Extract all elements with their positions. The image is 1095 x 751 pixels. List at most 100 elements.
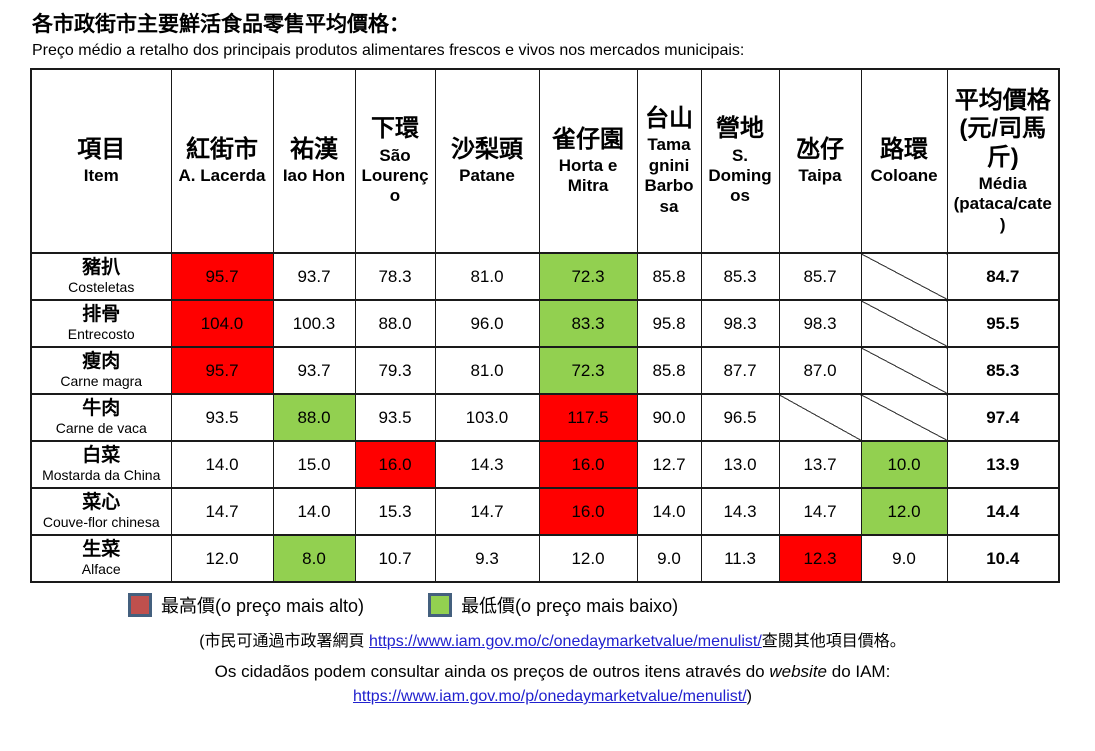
footnotes: (市民可通過市政署網頁 https://www.iam.gov.mo/c/one… (30, 627, 1075, 706)
table-row-carne-magra: 瘦肉 Carne magra 95.7 93.7 79.3 81.0 72.3 85.8 87.… (30, 346, 1060, 396)
lowest-price-swatch-icon (428, 593, 453, 618)
no-data-cell-taipa (778, 393, 862, 443)
page-title-zh: 各市政街市主要鮮活食品零售平均價格： (32, 13, 410, 36)
no-data-cell-coloane (860, 299, 948, 349)
price-cell-patane: 81.0 (434, 346, 540, 396)
price-cell-tamagnini-barbosa: 85.8 (636, 346, 702, 396)
table-row-entrecosto: 排骨 Entrecosto 104.0 100.3 88.0 96.0 83.3 95.8 98… (30, 299, 1060, 349)
legend: 最高價(o preço mais alto) 最低價(o preço mais … (128, 592, 1095, 618)
price-cell-s-domingos: 87.7 (700, 346, 780, 396)
item-cell-costeletas: 豬扒 Costeletas (30, 252, 172, 302)
price-cell-tamagnini-barbosa: 12.7 (636, 440, 702, 490)
table-body: 豬扒 Costeletas 95.7 93.7 78.3 81.0 72.3 85.8 85.3… (30, 252, 1060, 584)
price-cell-a-lacerda: 14.0 (170, 440, 274, 490)
iam-menulist-link-zh[interactable]: https://www.iam.gov.mo/c/onedaymarketval… (369, 633, 762, 651)
price-cell-patane: 14.7 (434, 487, 540, 537)
table-row-alface: 生菜 Alface 12.0 8.0 10.7 9.3 12.0 9.0 11.3 12.3 9.0… (30, 534, 1060, 584)
price-cell-s-o-louren-o: 78.3 (354, 252, 436, 302)
price-cell-iao-hon: 88.0 (272, 393, 356, 443)
price-cell-iao-hon: 93.7 (272, 346, 356, 396)
price-cell-tamagnini-barbosa: 85.8 (636, 252, 702, 302)
no-data-cell-coloane (860, 393, 948, 443)
footnote-pt-website-word: website (769, 662, 828, 682)
market-price-table: 項目 Item 紅街市 A. Lacerda 祐漢 Iao Hon 下環 São Louren… (30, 68, 1060, 584)
footnote-pt-before: Os cidadãos podem consultar ainda os pre… (214, 662, 770, 682)
price-cell-taipa: 85.7 (778, 252, 862, 302)
price-cell-s-domingos: 11.3 (700, 534, 780, 584)
price-cell-coloane: 10.0 (860, 440, 948, 490)
price-cell-iao-hon: 14.0 (272, 487, 356, 537)
item-cell-couve-flor-chinesa: 菜心 Couve-flor chinesa (30, 487, 172, 537)
footnote-link-line: https://www.iam.gov.mo/p/onedaymarketval… (30, 688, 1075, 706)
price-cell-a-lacerda: 95.7 (170, 346, 274, 396)
price-cell-s-o-louren-o: 10.7 (354, 534, 436, 584)
price-cell-taipa: 98.3 (778, 299, 862, 349)
price-cell-a-lacerda: 14.7 (170, 487, 274, 537)
price-cell-s-domingos: 98.3 (700, 299, 780, 349)
price-cell-horta-e-mitra: 117.5 (538, 393, 638, 443)
price-cell-patane: 81.0 (434, 252, 540, 302)
price-cell-taipa: 13.7 (778, 440, 862, 490)
price-cell-patane: 9.3 (434, 534, 540, 584)
average-price-cell: 84.7 (946, 252, 1060, 302)
iam-menulist-link-pt[interactable]: https://www.iam.gov.mo/p/onedaymarketval… (353, 688, 747, 706)
table-row-couve-flor-chinesa: 菜心 Couve-flor chinesa 14.7 14.0 15.3 14.7 16.0… (30, 487, 1060, 537)
footnote-pt: Os cidadãos podem consultar ainda os pre… (30, 662, 1075, 682)
column-header-tamagnini-barbosa: 台山 Tamagnini Barbosa (636, 68, 702, 255)
price-cell-a-lacerda: 104.0 (170, 299, 274, 349)
item-cell-carne-magra: 瘦肉 Carne magra (30, 346, 172, 396)
price-cell-s-o-louren-o: 88.0 (354, 299, 436, 349)
no-data-cell-coloane (860, 346, 948, 396)
price-cell-tamagnini-barbosa: 90.0 (636, 393, 702, 443)
price-cell-tamagnini-barbosa: 95.8 (636, 299, 702, 349)
price-cell-iao-hon: 93.7 (272, 252, 356, 302)
item-cell-entrecosto: 排骨 Entrecosto (30, 299, 172, 349)
legend-lowest-label: 最低價(o preço mais baixo) (461, 596, 679, 617)
price-cell-taipa: 12.3 (778, 534, 862, 584)
header-row: 項目 Item 紅街市 A. Lacerda 祐漢 Iao Hon 下環 São Louren… (30, 68, 1060, 255)
price-cell-a-lacerda: 93.5 (170, 393, 274, 443)
price-cell-coloane: 12.0 (860, 487, 948, 537)
price-cell-a-lacerda: 12.0 (170, 534, 274, 584)
price-cell-s-o-louren-o: 15.3 (354, 487, 436, 537)
price-cell-tamagnini-barbosa: 9.0 (636, 534, 702, 584)
price-cell-patane: 103.0 (434, 393, 540, 443)
table-row-mostarda-da-china: 白菜 Mostarda da China 14.0 15.0 16.0 14.3 16.0 1… (30, 440, 1060, 490)
price-cell-patane: 96.0 (434, 299, 540, 349)
average-price-cell: 95.5 (946, 299, 1060, 349)
item-cell-alface: 生菜 Alface (30, 534, 172, 584)
price-cell-taipa: 87.0 (778, 346, 862, 396)
price-cell-a-lacerda: 95.7 (170, 252, 274, 302)
price-cell-horta-e-mitra: 83.3 (538, 299, 638, 349)
column-header-s-o-louren-o: 下環 São Lourenço (354, 68, 436, 255)
footnote-closing-paren: ) (746, 688, 752, 706)
average-price-cell: 10.4 (946, 534, 1060, 584)
price-cell-taipa: 14.7 (778, 487, 862, 537)
price-cell-coloane: 9.0 (860, 534, 948, 584)
average-price-cell: 97.4 (946, 393, 1060, 443)
average-price-cell: 85.3 (946, 346, 1060, 396)
price-cell-horta-e-mitra: 12.0 (538, 534, 638, 584)
price-cell-s-domingos: 13.0 (700, 440, 780, 490)
price-cell-s-domingos: 14.3 (700, 487, 780, 537)
footnote-zh-prefix: (市民可通過市政署網頁 (199, 633, 369, 651)
price-cell-s-o-louren-o: 93.5 (354, 393, 436, 443)
price-cell-patane: 14.3 (434, 440, 540, 490)
price-cell-horta-e-mitra: 16.0 (538, 487, 638, 537)
column-header-a-lacerda: 紅街市 A. Lacerda (170, 68, 274, 255)
legend-item-lowest: 最低價(o preço mais baixo) (428, 592, 678, 618)
column-header-patane: 沙梨頭 Patane (434, 68, 540, 255)
table-row-carne-de-vaca: 牛肉 Carne de vaca 93.5 88.0 93.5 103.0 117.5 90.… (30, 393, 1060, 443)
footnote-pt-after: do IAM: (827, 662, 891, 682)
column-header-taipa: 氹仔 Taipa (778, 68, 862, 255)
legend-highest-label: 最高價(o preço mais alto) (161, 596, 365, 617)
price-cell-horta-e-mitra: 16.0 (538, 440, 638, 490)
legend-item-highest: 最高價(o preço mais alto) (128, 592, 364, 618)
item-cell-carne-de-vaca: 牛肉 Carne de vaca (30, 393, 172, 443)
price-cell-s-domingos: 85.3 (700, 252, 780, 302)
highest-price-swatch-icon (128, 593, 152, 618)
price-cell-iao-hon: 8.0 (272, 534, 356, 584)
footnote-zh: (市民可通過市政署網頁 https://www.iam.gov.mo/c/one… (30, 627, 1075, 651)
column-header-coloane: 路環 Coloane (860, 68, 948, 255)
price-cell-iao-hon: 100.3 (272, 299, 356, 349)
